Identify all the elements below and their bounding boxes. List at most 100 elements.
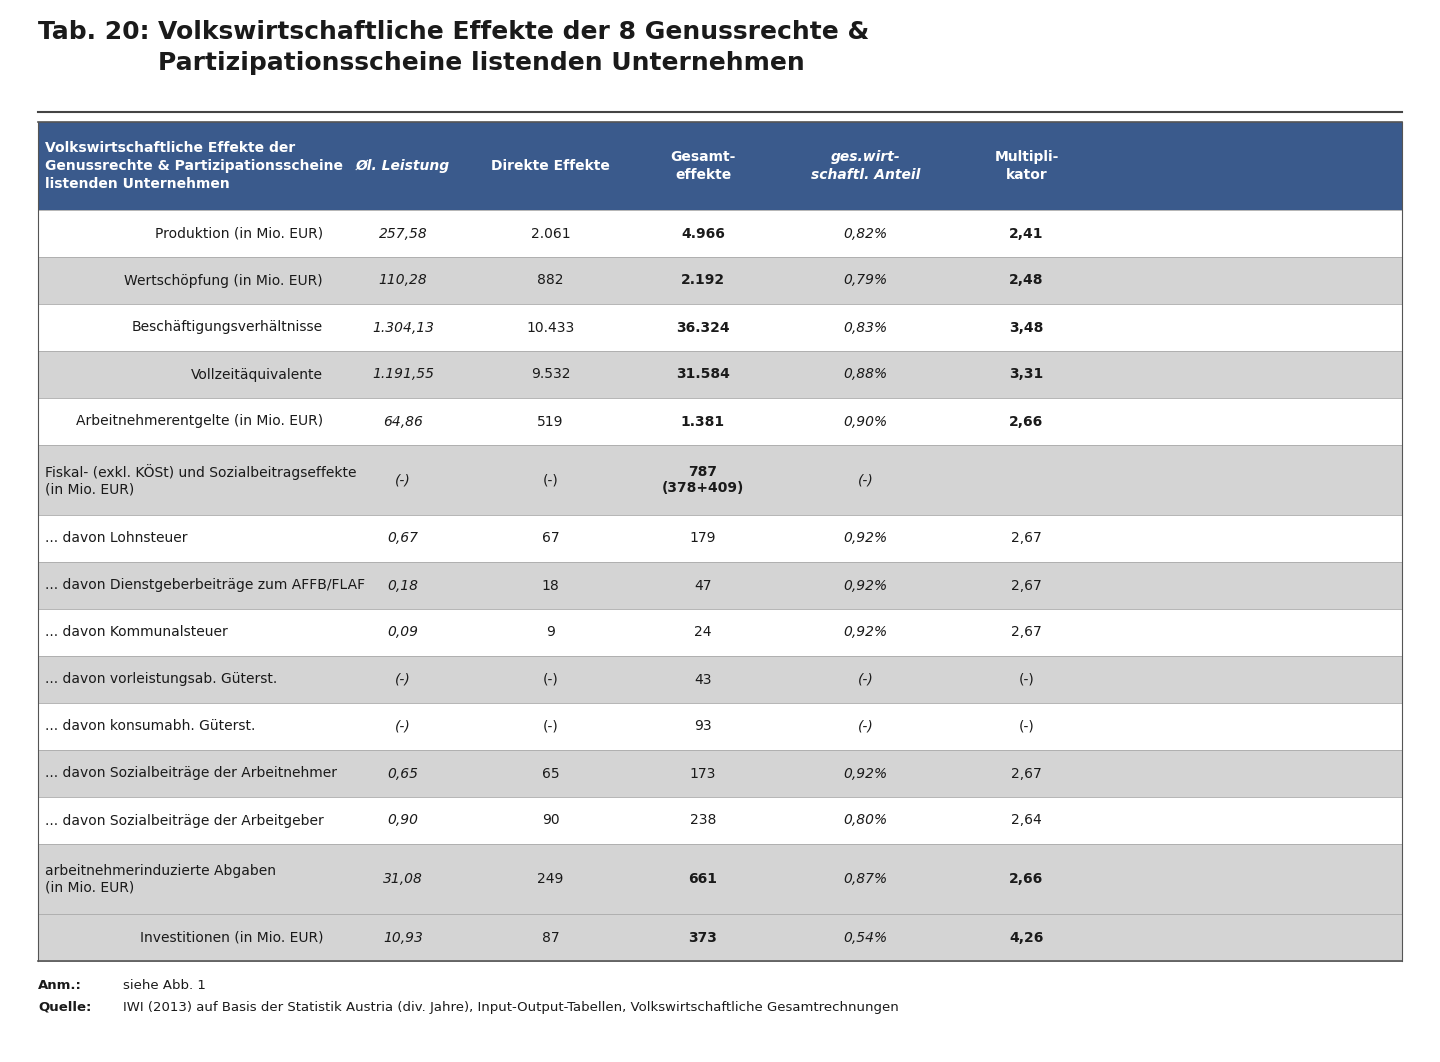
- Text: 31.584: 31.584: [675, 367, 730, 381]
- Text: 2,48: 2,48: [1009, 274, 1044, 288]
- Text: Investitionen (in Mio. EUR): Investitionen (in Mio. EUR): [140, 930, 323, 944]
- Text: Arbeitnehmerentgelte (in Mio. EUR): Arbeitnehmerentgelte (in Mio. EUR): [76, 414, 323, 428]
- Text: 2.192: 2.192: [681, 274, 726, 288]
- Text: 2,64: 2,64: [1011, 813, 1043, 827]
- Text: (-): (-): [1018, 672, 1034, 686]
- Bar: [37, 445, 1403, 515]
- Text: 18: 18: [541, 579, 559, 593]
- Text: ... davon Sozialbeiträge der Arbeitnehmer: ... davon Sozialbeiträge der Arbeitnehme…: [45, 767, 337, 781]
- Text: (-): (-): [395, 719, 410, 734]
- Text: (-): (-): [543, 473, 559, 487]
- Text: 1.304,13: 1.304,13: [372, 321, 433, 335]
- Text: 0,18: 0,18: [387, 579, 419, 593]
- Text: (-): (-): [1018, 719, 1034, 734]
- Text: 3,31: 3,31: [1009, 367, 1044, 381]
- Text: 0,67: 0,67: [387, 531, 419, 546]
- Text: 0,54%: 0,54%: [844, 930, 887, 944]
- Text: 0,79%: 0,79%: [844, 274, 887, 288]
- Text: 238: 238: [690, 813, 716, 827]
- Text: 2,67: 2,67: [1011, 626, 1043, 639]
- Text: 0,87%: 0,87%: [844, 872, 887, 886]
- Bar: [37, 515, 1403, 562]
- Bar: [37, 750, 1403, 796]
- Text: Tab. 20:: Tab. 20:: [37, 20, 150, 44]
- Text: 3,48: 3,48: [1009, 321, 1044, 335]
- Text: 373: 373: [688, 930, 717, 944]
- Text: 0,92%: 0,92%: [844, 626, 887, 639]
- Bar: [37, 562, 1403, 609]
- Text: Beschäftigungsverhältnisse: Beschäftigungsverhältnisse: [132, 321, 323, 335]
- Text: 882: 882: [537, 274, 563, 288]
- Text: Produktion (in Mio. EUR): Produktion (in Mio. EUR): [156, 226, 323, 240]
- Bar: [37, 304, 1403, 352]
- Text: (-): (-): [858, 473, 874, 487]
- Text: 2,41: 2,41: [1009, 226, 1044, 240]
- Text: 0,90: 0,90: [387, 813, 419, 827]
- Text: ges.wirt-
schaftl. Anteil: ges.wirt- schaftl. Anteil: [811, 150, 920, 182]
- Text: Multipli-
kator: Multipli- kator: [994, 150, 1058, 182]
- Text: Wertschöpfung (in Mio. EUR): Wertschöpfung (in Mio. EUR): [124, 274, 323, 288]
- Text: (-): (-): [858, 672, 874, 686]
- Text: 787
(378+409): 787 (378+409): [662, 465, 744, 495]
- Text: Volkswirtschaftliche Effekte der
Genussrechte & Partizipationsscheine
listenden : Volkswirtschaftliche Effekte der Genussr…: [45, 141, 343, 191]
- Text: 519: 519: [537, 414, 563, 428]
- Text: 2,67: 2,67: [1011, 579, 1043, 593]
- Text: (-): (-): [543, 719, 559, 734]
- Text: (-): (-): [395, 473, 410, 487]
- Text: arbeitnehmerinduzierte Abgaben
(in Mio. EUR): arbeitnehmerinduzierte Abgaben (in Mio. …: [45, 863, 276, 894]
- Text: IWI (2013) auf Basis der Statistik Austria (div. Jahre), Input-Output-Tabellen, : IWI (2013) auf Basis der Statistik Austr…: [122, 1001, 899, 1014]
- Text: 65: 65: [541, 767, 559, 781]
- Text: 0,92%: 0,92%: [844, 767, 887, 781]
- Text: (-): (-): [543, 672, 559, 686]
- Text: 249: 249: [537, 872, 563, 886]
- Text: (-): (-): [858, 719, 874, 734]
- Text: 2,66: 2,66: [1009, 872, 1044, 886]
- Text: 90: 90: [541, 813, 559, 827]
- Text: 0,65: 0,65: [387, 767, 419, 781]
- Text: Anm.:: Anm.:: [37, 979, 82, 992]
- Text: 179: 179: [690, 531, 716, 546]
- Text: Gesamt-
effekte: Gesamt- effekte: [670, 150, 736, 182]
- Text: 9: 9: [546, 626, 554, 639]
- Text: 36.324: 36.324: [677, 321, 730, 335]
- Text: 0,90%: 0,90%: [844, 414, 887, 428]
- Text: 64,86: 64,86: [383, 414, 423, 428]
- Text: 2.061: 2.061: [531, 226, 570, 240]
- Text: 2,66: 2,66: [1009, 414, 1044, 428]
- Text: Direkte Effekte: Direkte Effekte: [491, 159, 611, 173]
- Text: 93: 93: [694, 719, 711, 734]
- Text: 110,28: 110,28: [379, 274, 428, 288]
- Bar: [37, 656, 1403, 703]
- Text: 4,26: 4,26: [1009, 930, 1044, 944]
- Text: 1.191,55: 1.191,55: [372, 367, 433, 381]
- Bar: [37, 914, 1403, 961]
- Text: 2,67: 2,67: [1011, 531, 1043, 546]
- Bar: [37, 844, 1403, 914]
- Text: 2,67: 2,67: [1011, 767, 1043, 781]
- Text: 661: 661: [688, 872, 717, 886]
- Text: 10,93: 10,93: [383, 930, 423, 944]
- Bar: [37, 257, 1403, 304]
- Text: 0,88%: 0,88%: [844, 367, 887, 381]
- Text: ... davon Kommunalsteuer: ... davon Kommunalsteuer: [45, 626, 228, 639]
- Text: ... davon vorleistungsab. Güterst.: ... davon vorleistungsab. Güterst.: [45, 672, 278, 686]
- Text: 24: 24: [694, 626, 711, 639]
- Bar: [37, 796, 1403, 844]
- Text: Quelle:: Quelle:: [37, 1001, 91, 1014]
- Text: 0,83%: 0,83%: [844, 321, 887, 335]
- Bar: [37, 398, 1403, 445]
- Text: 10.433: 10.433: [527, 321, 575, 335]
- Text: 43: 43: [694, 672, 711, 686]
- Text: 173: 173: [690, 767, 716, 781]
- Text: 47: 47: [694, 579, 711, 593]
- Text: 1.381: 1.381: [681, 414, 726, 428]
- Text: Øl. Leistung: Øl. Leistung: [356, 159, 451, 173]
- Text: 67: 67: [541, 531, 559, 546]
- Text: (-): (-): [395, 672, 410, 686]
- Text: ... davon Lohnsteuer: ... davon Lohnsteuer: [45, 531, 187, 546]
- Bar: [37, 122, 1403, 210]
- Text: 9.532: 9.532: [531, 367, 570, 381]
- Text: 0,92%: 0,92%: [844, 579, 887, 593]
- Text: ... davon Sozialbeiträge der Arbeitgeber: ... davon Sozialbeiträge der Arbeitgeber: [45, 813, 324, 827]
- Text: Volkswirtschaftliche Effekte der 8 Genussrechte &
Partizipationsscheine listende: Volkswirtschaftliche Effekte der 8 Genus…: [158, 20, 870, 74]
